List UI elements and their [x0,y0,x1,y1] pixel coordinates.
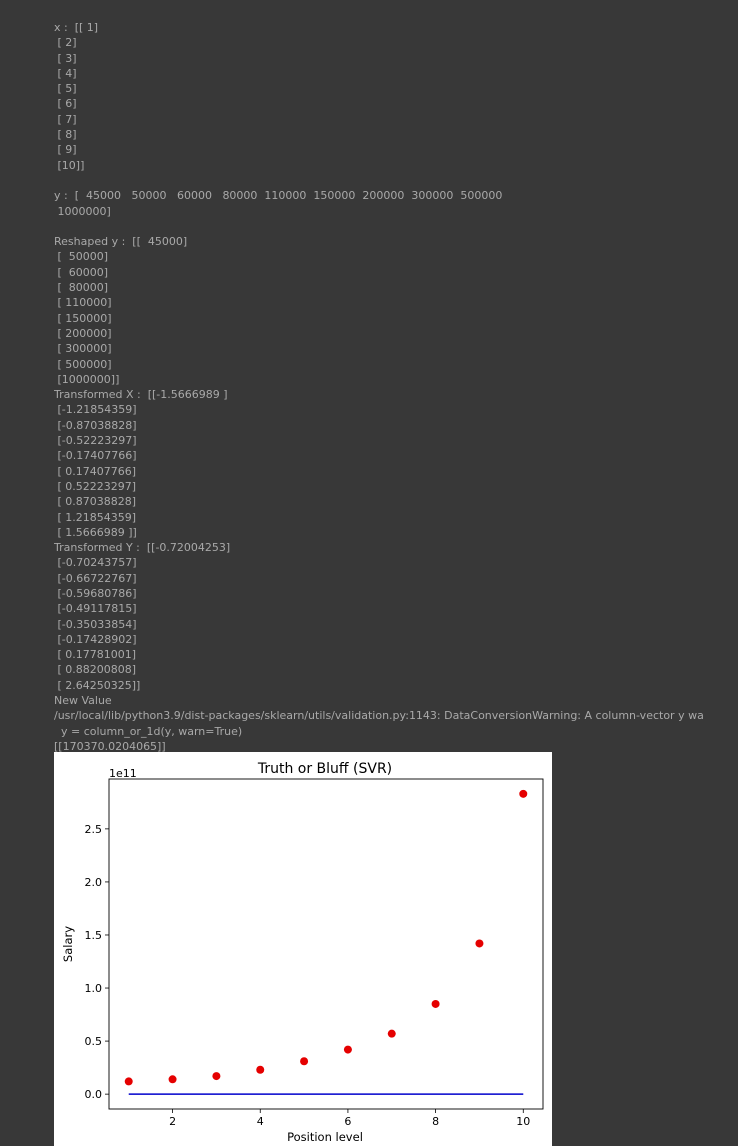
data-marks [124,789,528,1095]
output-line: [ 3] [54,51,77,65]
warning-line: /usr/local/lib/python3.9/dist-packages/s… [54,709,704,723]
data-point [475,939,484,948]
transformed-x-output: Transformed X : [[-1.5666989 ] [-1.21854… [54,387,734,540]
output-line: [ 60000] [54,265,109,279]
output-line: [-0.87038828] [54,418,137,432]
data-point [212,1072,221,1081]
y-tick-label: 2.5 [85,823,103,836]
x-axis-label: Position level [287,1130,363,1144]
output-line: [ 1.5666989 ]] [54,525,137,539]
output-line: [ 8] [54,128,77,142]
data-point [256,1065,265,1074]
y-array-output: y : [ 45000 50000 60000 80000 110000 150… [54,188,734,219]
x-tick-label: 10 [516,1115,530,1128]
chart-title: Truth or Bluff (SVR) [257,761,392,777]
data-point [387,1029,396,1038]
output-line: [-0.49117815] [54,602,137,616]
output-line: [ 2.64250325]] [54,678,141,692]
y-axis-label: Salary [61,926,75,962]
output-line: [ 500000] [54,357,112,371]
data-point [519,789,528,798]
data-point [343,1045,352,1054]
output-line: [ 0.52223297] [54,479,137,493]
x-tick-label: 4 [257,1115,264,1128]
cell-output: x : [[ 1] [ 2] [ 3] [ 4] [ 5] [ 6] [ 7] … [54,20,734,754]
y-tick-label: 1.0 [85,982,103,995]
axis-ticks: 2 4 6 8 10 0.0 0.5 1.0 1.5 2.0 2.5 [85,823,531,1128]
output-line: Transformed Y : [[-0.72004253] [54,541,231,555]
y-offset-label: 1e11 [109,767,137,780]
output-line: [-0.17407766] [54,449,137,463]
output-line: 1000000] [54,204,111,218]
data-point [124,1077,133,1086]
data-point [431,999,440,1008]
output-line: New Value [54,694,112,708]
data-point [168,1075,177,1084]
output-line: [ 4] [54,66,77,80]
scatter-chart: Truth or Bluff (SVR) 1e11 Position level… [61,761,544,1144]
plot-frame [108,778,544,1110]
prediction-result: [[170370.0204065]] [54,739,166,753]
output-line: [ 300000] [54,342,112,356]
output-line: Transformed X : [[-1.5666989 ] [54,388,228,402]
output-line: [-0.35033854] [54,617,137,631]
output-line: [ 2] [54,36,77,50]
output-line: [-0.59680786] [54,586,137,600]
x-tick-label: 8 [432,1115,439,1128]
output-line: [ 7] [54,112,77,126]
x-array-output: x : [[ 1] [ 2] [ 3] [ 4] [ 5] [ 6] [ 7] … [54,20,734,173]
blank-line [54,173,734,188]
output-line: [1000000]] [54,372,120,386]
new-value-output: New Value /usr/local/lib/python3.9/dist-… [54,693,734,754]
transformed-y-output: Transformed Y : [[-0.72004253] [-0.70243… [54,540,734,693]
y-tick-label: 1.5 [85,929,103,942]
output-line: [ 6] [54,97,77,111]
output-line: [-0.52223297] [54,434,137,448]
y-tick-label: 2.0 [85,876,103,889]
x-tick-label: 6 [344,1115,351,1128]
x-tick-label: 2 [169,1115,176,1128]
output-line: x : [[ 1] [54,21,99,34]
output-line: [ 0.17781001] [54,648,137,662]
output-line: [ 1.21854359] [54,510,137,524]
output-line: [-0.66722767] [54,571,137,585]
output-line: [ 5] [54,82,77,96]
output-line: [ 80000] [54,281,109,295]
output-line: [ 0.17407766] [54,464,137,478]
output-line: [ 110000] [54,296,112,310]
output-line: [10]] [54,158,85,172]
reshaped-y-output: Reshaped y : [[ 45000] [ 50000] [ 60000]… [54,234,734,387]
warning-line: y = column_or_1d(y, warn=True) [54,724,243,738]
y-tick-label: 0.5 [85,1035,103,1048]
output-line: [ 150000] [54,311,112,325]
data-point [300,1057,309,1066]
output-line: y : [ 45000 50000 60000 80000 110000 150… [54,189,503,203]
output-line: [ 0.88200808] [54,663,137,677]
output-line: [-0.17428902] [54,632,137,646]
output-line: [ 50000] [54,250,109,264]
output-line: [ 9] [54,143,77,157]
y-tick-label: 0.0 [85,1088,103,1101]
plot-figure: Truth or Bluff (SVR) 1e11 Position level… [54,752,552,1146]
output-line: [ 200000] [54,326,112,340]
output-line: Reshaped y : [[ 45000] [54,235,188,249]
output-line: [-1.21854359] [54,403,137,417]
output-line: [ 0.87038828] [54,495,137,509]
output-line: [-0.70243757] [54,556,137,570]
blank-line [54,219,734,234]
